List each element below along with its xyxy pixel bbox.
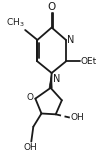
Text: N: N — [67, 35, 75, 45]
Text: N: N — [53, 74, 61, 84]
Text: O: O — [47, 2, 56, 12]
Text: OH: OH — [23, 143, 37, 152]
Text: CH$_3$: CH$_3$ — [6, 17, 24, 29]
Text: OEt: OEt — [81, 57, 97, 66]
Polygon shape — [49, 73, 52, 88]
Text: OH: OH — [70, 113, 84, 122]
Text: O: O — [26, 93, 33, 102]
